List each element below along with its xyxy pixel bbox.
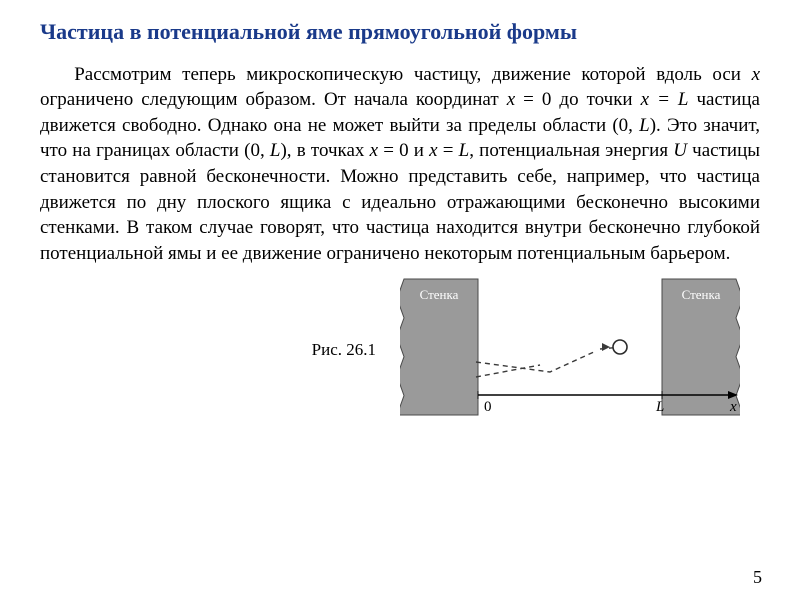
figure-caption: Рис. 26.1: [312, 340, 376, 360]
svg-text:0: 0: [484, 399, 492, 415]
potential-well-diagram: Стенка Стенка 0 L x: [400, 277, 740, 417]
page-number: 5: [753, 567, 762, 588]
svg-text:Стенка: Стенка: [420, 287, 459, 302]
main-paragraph: Рассмотрим теперь микроскопическую части…: [40, 62, 760, 267]
svg-text:x: x: [729, 399, 737, 415]
svg-text:L: L: [655, 399, 664, 415]
slide-title: Частица в потенциальной яме прямоугольно…: [40, 18, 760, 46]
svg-text:Стенка: Стенка: [682, 287, 721, 302]
